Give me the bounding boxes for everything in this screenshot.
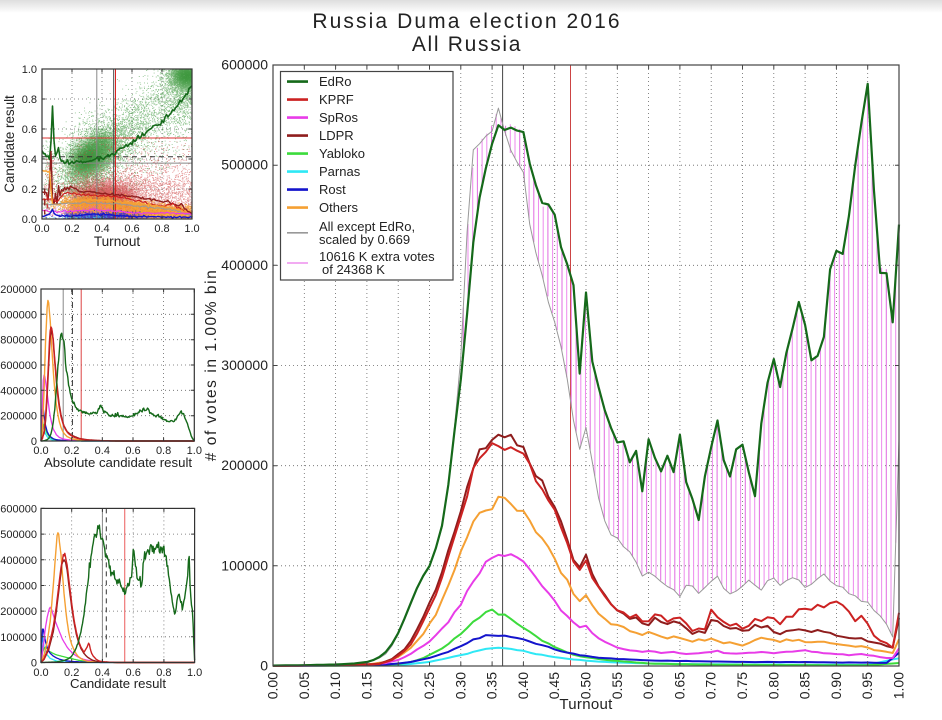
svg-text:400000: 400000 [0, 555, 37, 567]
svg-text:0.60: 0.60 [640, 672, 656, 699]
svg-text:0.2: 0.2 [22, 184, 37, 196]
svg-text:300000: 300000 [0, 581, 37, 593]
svg-text:0.4: 0.4 [22, 154, 37, 166]
svg-text:Rost: Rost [319, 182, 346, 197]
svg-text:0.50: 0.50 [578, 672, 594, 699]
svg-text:0.55: 0.55 [609, 672, 625, 699]
svg-text:0.75: 0.75 [734, 672, 750, 699]
svg-text:0.0: 0.0 [22, 214, 37, 226]
svg-text:0.2: 0.2 [64, 223, 79, 235]
svg-text:600000: 600000 [0, 503, 37, 515]
svg-text:1.0: 1.0 [187, 445, 202, 457]
svg-text:Others: Others [319, 200, 359, 215]
svg-text:200000: 200000 [0, 411, 37, 423]
svg-text:500000: 500000 [221, 157, 268, 173]
svg-text:Candidate result: Candidate result [70, 676, 166, 691]
svg-text:0.4: 0.4 [95, 445, 110, 457]
svg-text:0.20: 0.20 [390, 672, 406, 699]
svg-text:Turnout: Turnout [94, 234, 141, 249]
svg-text:0.65: 0.65 [671, 672, 687, 699]
svg-text:500000: 500000 [0, 529, 37, 541]
svg-text:1.0: 1.0 [184, 223, 199, 235]
svg-text:0.6: 0.6 [125, 445, 140, 457]
svg-text:# of votes in 1.00% bin: # of votes in 1.00% bin [203, 269, 220, 461]
svg-text:0.6: 0.6 [126, 667, 141, 679]
svg-text:100000: 100000 [0, 632, 37, 644]
svg-text:0.0: 0.0 [34, 223, 49, 235]
svg-text:0.70: 0.70 [703, 672, 719, 699]
svg-text:600000: 600000 [221, 57, 268, 73]
svg-text:400000: 400000 [221, 257, 268, 273]
svg-text:All Russia: All Russia [412, 33, 522, 56]
svg-text:Candidate result: Candidate result [2, 95, 17, 193]
svg-text:of 24368 K: of 24368 K [322, 262, 385, 277]
svg-text:0.80: 0.80 [765, 672, 781, 699]
svg-text:0.15: 0.15 [358, 672, 374, 699]
svg-text:scaled by 0.669: scaled by 0.669 [319, 232, 410, 247]
svg-text:0.10: 0.10 [327, 672, 343, 699]
svg-text:0.6: 0.6 [22, 124, 37, 136]
svg-text:0.0: 0.0 [33, 445, 48, 457]
svg-text:0.25: 0.25 [421, 672, 437, 699]
svg-text:0.00: 0.00 [265, 672, 281, 699]
svg-text:0.8: 0.8 [156, 667, 171, 679]
svg-text:SpRos: SpRos [319, 110, 359, 125]
svg-text:0.6: 0.6 [124, 223, 139, 235]
svg-text:1.0: 1.0 [22, 64, 37, 76]
svg-text:0: 0 [260, 658, 268, 674]
svg-text:200000: 200000 [221, 457, 268, 473]
svg-text:0.30: 0.30 [452, 672, 468, 699]
svg-text:LDPR: LDPR [319, 128, 354, 143]
svg-text:300000: 300000 [221, 357, 268, 373]
svg-text:0.8: 0.8 [156, 445, 171, 457]
svg-text:0: 0 [31, 436, 37, 448]
svg-text:0.8: 0.8 [154, 223, 169, 235]
svg-text:800000: 800000 [0, 335, 37, 347]
svg-text:0: 0 [31, 658, 37, 670]
svg-text:100000: 100000 [221, 557, 268, 573]
svg-text:600000: 600000 [0, 360, 37, 372]
svg-text:1.00: 1.00 [891, 672, 907, 699]
svg-text:Yabloko: Yabloko [319, 146, 365, 161]
svg-text:EdRo: EdRo [319, 74, 352, 89]
svg-text:KPRF: KPRF [319, 92, 354, 107]
svg-text:0.0: 0.0 [33, 667, 48, 679]
svg-text:Turnout: Turnout [559, 696, 613, 713]
svg-text:0.2: 0.2 [64, 667, 79, 679]
svg-text:0.40: 0.40 [515, 672, 531, 699]
svg-text:Russia Duma election 2016: Russia Duma election 2016 [312, 10, 621, 33]
svg-text:0.05: 0.05 [296, 672, 312, 699]
svg-text:400000: 400000 [0, 385, 37, 397]
svg-text:200000: 200000 [0, 606, 37, 618]
svg-text:0.35: 0.35 [484, 672, 500, 699]
svg-text:0.95: 0.95 [859, 672, 875, 699]
svg-text:0.90: 0.90 [828, 672, 844, 699]
svg-text:0.4: 0.4 [95, 667, 110, 679]
svg-text:1000000: 1000000 [0, 309, 37, 321]
svg-text:0.2: 0.2 [64, 445, 79, 457]
svg-text:Absolute candidate result: Absolute candidate result [44, 455, 192, 470]
svg-text:0.4: 0.4 [94, 223, 109, 235]
svg-text:0.8: 0.8 [22, 94, 37, 106]
svg-text:All except EdRo,: All except EdRo, [319, 219, 415, 234]
svg-text:10616 K extra votes: 10616 K extra votes [319, 249, 435, 264]
svg-text:1.0: 1.0 [187, 667, 202, 679]
svg-text:Parnas: Parnas [319, 164, 361, 179]
svg-text:1200000: 1200000 [0, 284, 37, 296]
svg-text:0.45: 0.45 [546, 672, 562, 699]
svg-text:0.85: 0.85 [797, 672, 813, 699]
